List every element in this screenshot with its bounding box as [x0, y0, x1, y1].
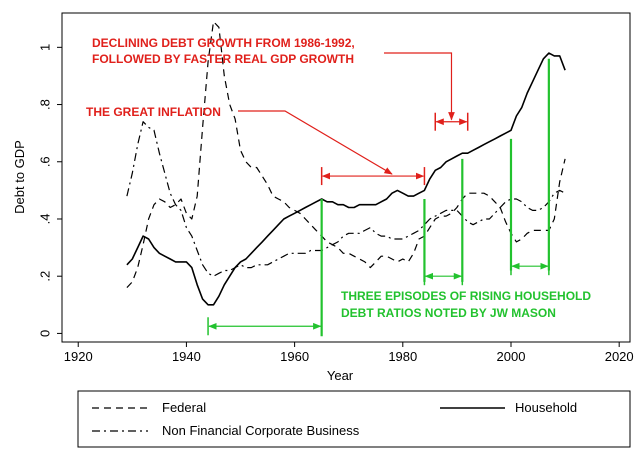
- x-tick-label: 1980: [388, 349, 417, 364]
- annotation-episodes-line2: DEBT RATIOS NOTED BY JW MASON: [341, 306, 556, 320]
- plot-frame: [61, 12, 631, 343]
- annotation-debt-growth-line2: FOLLOWED BY FASTER REAL GDP GROWTH: [92, 52, 354, 66]
- legend-label-household: Household: [515, 400, 577, 415]
- y-tick-label: 1: [37, 44, 52, 51]
- legend-box: [77, 390, 631, 448]
- series-federal-line: [126, 21, 566, 289]
- legend-label-corporate: Non Financial Corporate Business: [162, 423, 360, 438]
- x-tick-label: 2000: [497, 349, 526, 364]
- y-axis-label: Debt to GDP: [12, 140, 27, 214]
- legend-label-federal: Federal: [162, 400, 206, 415]
- y-tick-label: .6: [37, 156, 52, 167]
- y-axis: 0 .2 .4 .6 .8 1: [37, 44, 62, 337]
- x-tick-label: 2020: [605, 349, 634, 364]
- annotation-layer: [207, 52, 550, 337]
- x-tick-label: 1920: [64, 349, 93, 364]
- series-layer: [126, 21, 566, 306]
- y-tick-label: .4: [37, 214, 52, 225]
- x-axis-label: Year: [327, 368, 354, 383]
- x-tick-label: 1960: [280, 349, 309, 364]
- x-axis: 1920 1940 1960 1980 2000 2020: [64, 342, 634, 364]
- annotation-debt-growth-line1: DECLINING DEBT GROWTH FROM 1986-1992,: [92, 36, 355, 50]
- great-inflation-pointer: [238, 110, 393, 175]
- series-household-line: [126, 52, 566, 306]
- debt-growth-pointer: [384, 52, 455, 121]
- series-non-financial-corporate-business-line: [126, 121, 566, 277]
- y-tick-label: 0: [37, 330, 52, 337]
- y-tick-label: .8: [37, 99, 52, 110]
- y-tick-label: .2: [37, 271, 52, 282]
- annotation-great-inflation: THE GREAT INFLATION: [86, 105, 221, 119]
- legend: Federal Household Non Financial Corporat…: [77, 390, 631, 448]
- annotation-episodes-line1: THREE EPISODES OF RISING HOUSEHOLD: [341, 289, 591, 303]
- x-tick-label: 1940: [172, 349, 201, 364]
